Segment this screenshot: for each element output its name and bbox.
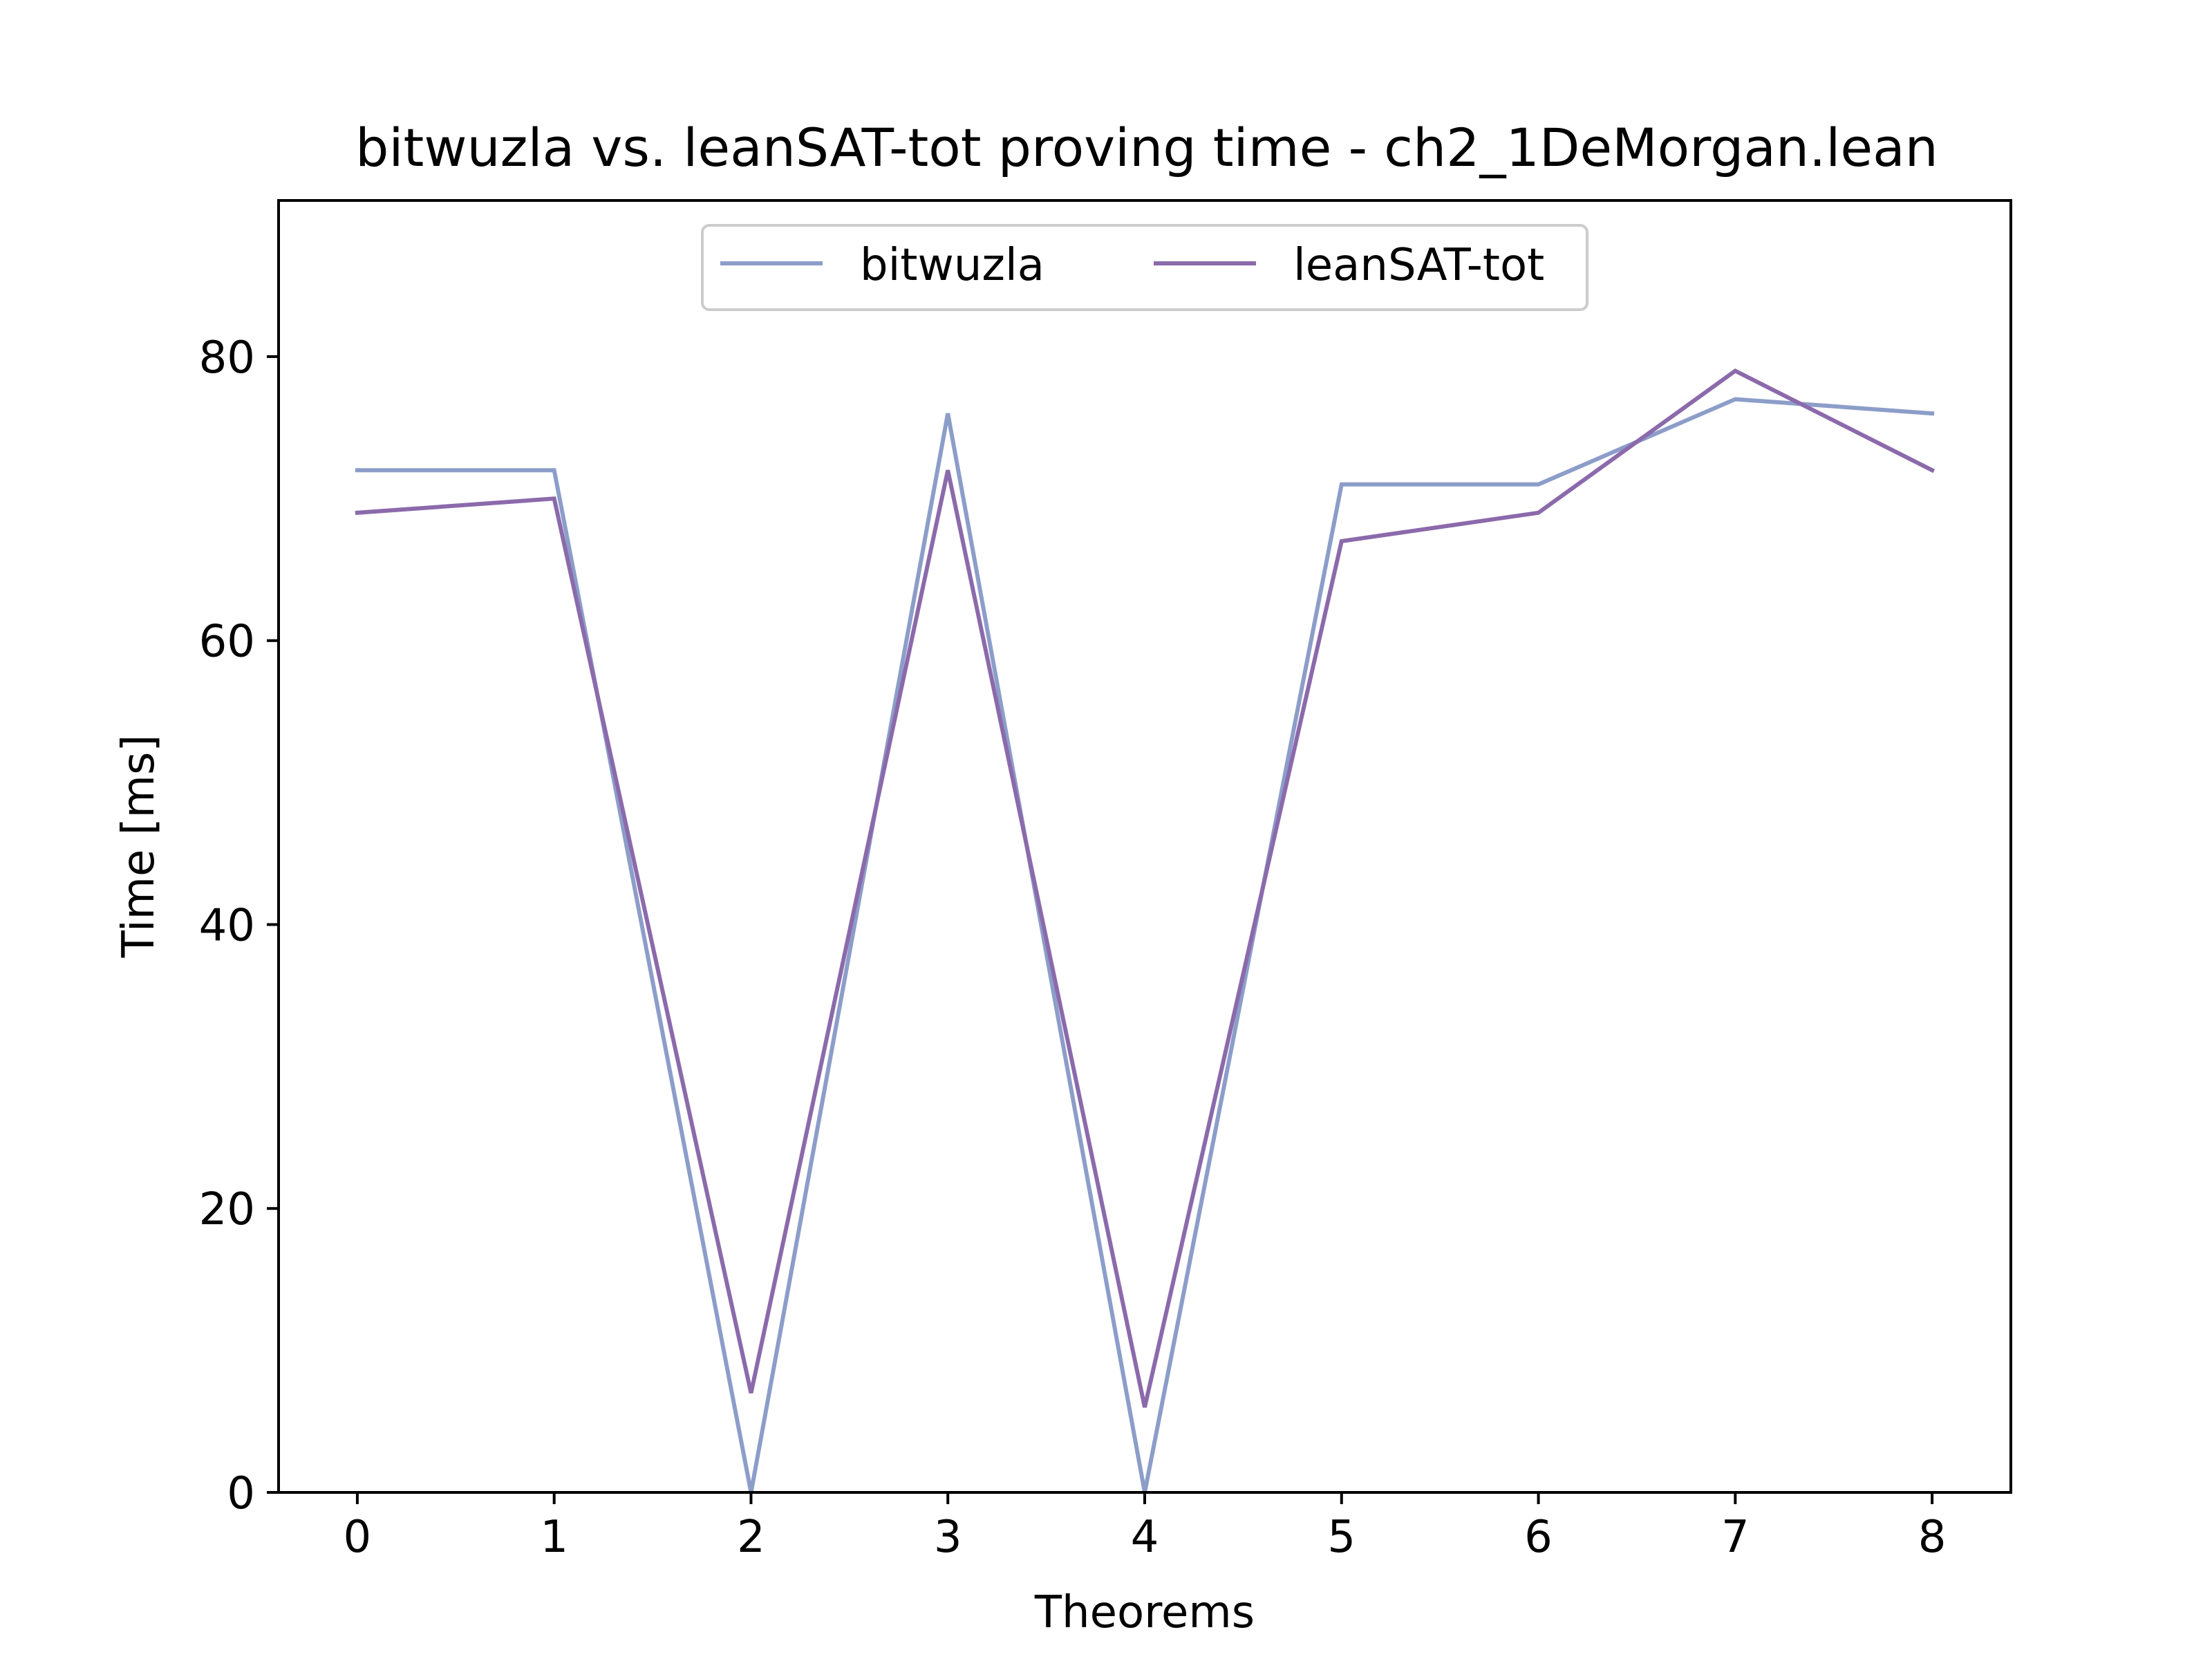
legend: bitwuzla leanSAT-tot [701, 224, 1588, 311]
y-tick-label: 20 [199, 1184, 255, 1235]
x-tick-label: 7 [1721, 1512, 1750, 1563]
plot-area [279, 200, 2011, 1492]
plot-frame [277, 199, 2012, 1494]
legend-box [701, 224, 1588, 311]
x-tick-label: 4 [1131, 1512, 1159, 1563]
x-tick-label: 1 [540, 1512, 568, 1563]
y-axis-ticks: 0 20 40 60 80 [199, 332, 279, 1519]
y-axis-label: Time [ms] [113, 735, 165, 959]
chart-title: bitwuzla vs. leanSAT-tot proving time - … [355, 117, 1938, 178]
y-tick-label: 60 [199, 617, 255, 668]
series-line-leansat-tot [355, 368, 1936, 1408]
x-tick-label: 6 [1524, 1512, 1553, 1563]
x-axis-label: Theorems [1034, 1587, 1255, 1638]
x-tick-label: 0 [344, 1512, 372, 1563]
y-tick-label: 80 [199, 332, 255, 384]
legend-label-bitwuzla: bitwuzla [860, 240, 1044, 291]
x-tick-label: 5 [1327, 1512, 1356, 1563]
x-tick-label: 8 [1918, 1512, 1947, 1563]
y-tick-label: 0 [227, 1468, 255, 1519]
x-tick-label: 2 [737, 1512, 765, 1563]
x-axis-ticks: 0 1 2 3 4 5 6 7 8 [344, 1492, 1947, 1563]
y-tick-label: 40 [199, 900, 255, 951]
legend-label-leansat-tot: leanSAT-tot [1293, 240, 1544, 291]
x-tick-label: 3 [934, 1512, 962, 1563]
